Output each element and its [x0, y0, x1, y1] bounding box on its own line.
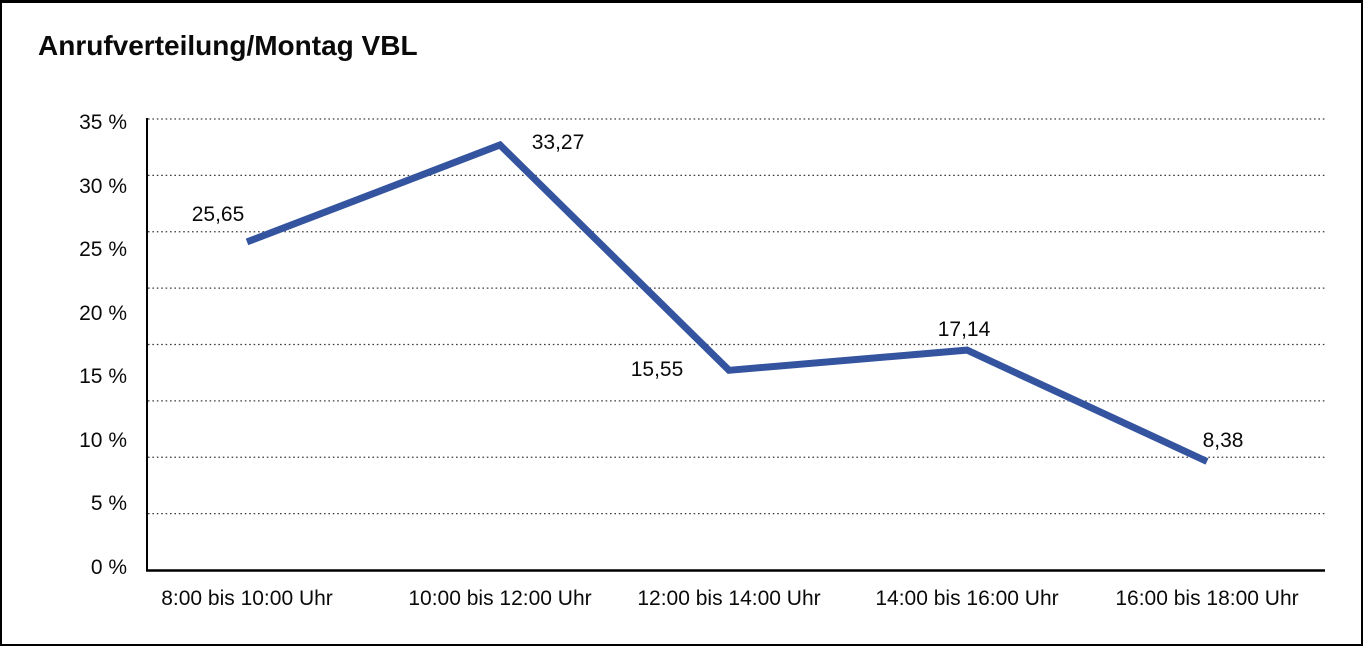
y-tick-label: 35 % [79, 111, 127, 134]
y-tick-label: 25 % [79, 238, 127, 262]
x-category-label: 8:00 bis 10:00 Uhr [161, 587, 333, 610]
chart-plot-canvas [146, 118, 1325, 572]
y-tick-label: 5 % [90, 492, 127, 516]
line-series [245, 140, 1209, 465]
y-tick-label: 20 % [79, 301, 127, 325]
x-category-label: 14:00 bis 16:00 Uhr [875, 587, 1059, 610]
data-value-label: 25,65 [191, 202, 245, 226]
data-value-label: 15,55 [630, 358, 684, 382]
data-value-label: 17,14 [937, 318, 991, 342]
y-tick-label: 10 % [79, 428, 127, 452]
y-tick-label: 15 % [79, 365, 127, 389]
data-value-label: 33,27 [531, 130, 585, 154]
data-value-label: 8,38 [1202, 429, 1244, 453]
chart-title: Anrufverteilung/Montag VBL [38, 30, 418, 61]
y-tick-label: 30 % [79, 174, 127, 198]
y-tick-label: 0 % [90, 556, 127, 579]
x-category-label: 10:00 bis 12:00 Uhr [408, 587, 592, 610]
x-category-label: 16:00 bis 18:00 Uhr [1115, 587, 1299, 610]
x-category-label: 12:00 bis 14:00 Uhr [637, 587, 821, 610]
